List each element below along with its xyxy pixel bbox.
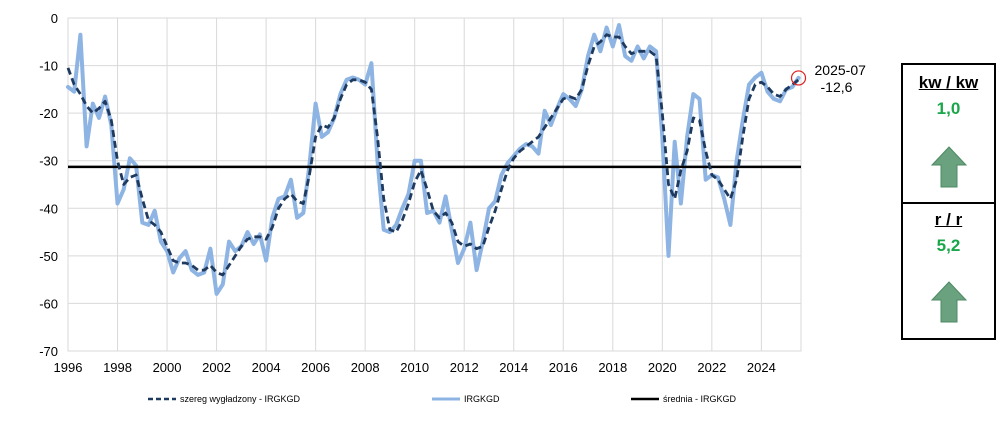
legend-item-smoothed: szereg wygładzony - IRGKGD	[148, 394, 301, 404]
series-line-smoothed	[66, 33, 800, 277]
last-value-marker	[790, 70, 807, 86]
x-tick-label: 2012	[450, 360, 479, 375]
annotation-value-label: -12,6	[821, 79, 853, 95]
qoq-value: 1,0	[936, 99, 961, 118]
up-arrow-icon	[930, 281, 968, 323]
legend-label-smoothed: szereg wygładzony - IRGKGD	[180, 394, 301, 404]
qoq-title: kw / kw	[918, 73, 979, 92]
legend-item-raw: IRGKGD	[432, 394, 500, 404]
legend-item-mean: średnia - IRGKGD	[631, 394, 737, 404]
x-tick-label: 2002	[202, 360, 231, 375]
change-indicator-panel: kw / kw 1,0 r / r 5,2	[901, 63, 996, 340]
x-tick-label: 2004	[252, 360, 281, 375]
up-arrow-icon	[930, 146, 968, 188]
yoy-value: 5,2	[936, 236, 961, 255]
y-tick-label: -20	[39, 106, 58, 121]
x-tick-label: 2018	[598, 360, 627, 375]
x-tick-label: 2016	[549, 360, 578, 375]
y-tick-label: -70	[39, 344, 58, 359]
x-tick-label: 1996	[54, 360, 83, 375]
annotation: 2025-07 -12,6	[790, 62, 867, 95]
x-tick-label: 2006	[301, 360, 330, 375]
x-tick-label: 2008	[351, 360, 380, 375]
y-tick-label: -30	[39, 154, 58, 169]
qoq-box: kw / kw 1,0	[903, 65, 994, 204]
yoy-title: r / r	[934, 210, 963, 229]
y-tick-label: 0	[51, 11, 58, 26]
series-layer	[66, 23, 801, 296]
y-tick-label: -60	[39, 296, 58, 311]
x-tick-label: 2020	[648, 360, 677, 375]
gridlines	[67, 17, 802, 352]
legend: szereg wygładzony - IRGKGD IRGKGD średni…	[148, 394, 737, 404]
x-tick-label: 2024	[747, 360, 776, 375]
x-tick-label: 1998	[103, 360, 132, 375]
y-tick-label: -40	[39, 201, 58, 216]
annotation-date-label: 2025-07	[815, 62, 867, 78]
x-tick-label: 2000	[153, 360, 182, 375]
yoy-box: r / r 5,2	[903, 202, 994, 338]
series-line-irgkgd	[66, 23, 801, 296]
x-tick-label: 2014	[499, 360, 528, 375]
x-tick-label: 2022	[697, 360, 726, 375]
y-tick-label: -50	[39, 249, 58, 264]
legend-label-mean: średnia - IRGKGD	[663, 394, 737, 404]
plot-area-border	[67, 17, 802, 352]
legend-label-raw: IRGKGD	[464, 394, 500, 404]
x-tick-label: 2010	[400, 360, 429, 375]
y-tick-label: -10	[39, 59, 58, 74]
